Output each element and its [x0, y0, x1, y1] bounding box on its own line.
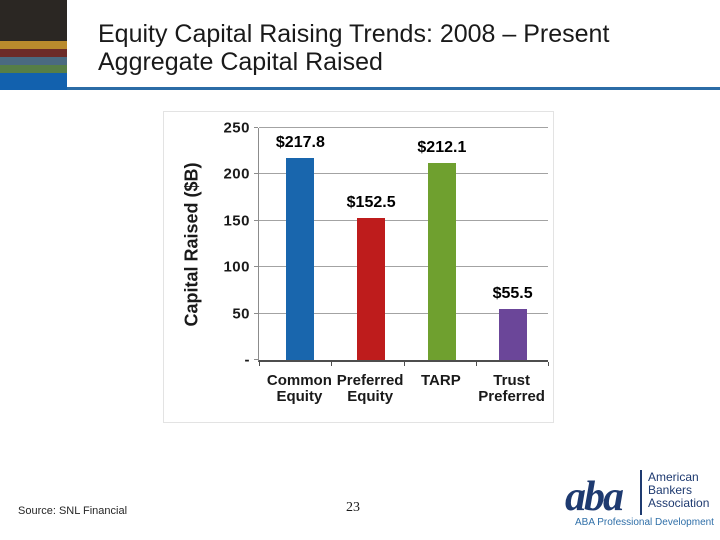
bar-preferred-equity	[357, 218, 386, 360]
x-tick-mark	[331, 362, 333, 366]
bar-column: $55.5	[477, 128, 548, 360]
bar-value-label: $217.8	[275, 133, 325, 151]
bar-tarp	[427, 163, 456, 360]
bar-column: $152.5	[336, 128, 407, 360]
page-number: 23	[346, 500, 360, 515]
edge-stripe-slate	[0, 57, 67, 65]
bar-value-label: $212.1	[417, 139, 467, 157]
edge-stripe-charcoal	[0, 0, 67, 41]
bar-value-label: $152.5	[346, 194, 396, 212]
slide-title-line1: Equity Capital Raising Trends: 2008 – Pr…	[98, 20, 610, 48]
bar-value-label: $55.5	[492, 284, 533, 302]
y-tick-mark	[254, 127, 258, 128]
y-tick-label: 100	[223, 258, 250, 276]
category-label: TARP	[421, 372, 461, 389]
gridline	[259, 312, 548, 314]
bar-common-equity	[286, 157, 315, 360]
y-tick-mark	[254, 219, 258, 221]
y-tick-label: 150	[223, 212, 250, 230]
bar-trust-preferred	[498, 308, 527, 360]
slide-title: Equity Capital Raising Trends: 2008 – Pr…	[98, 20, 609, 76]
y-tick-label: 50	[232, 305, 250, 323]
category-label: Common Equity	[266, 372, 332, 405]
x-tick-mark	[259, 362, 260, 366]
category-row: Common Equity Preferred Equity TARP Trust P…	[258, 373, 547, 405]
logo-org-line: Association	[648, 496, 710, 510]
y-tick-label: 250	[223, 119, 250, 137]
logo-tagline: ABA Professional Development	[575, 517, 714, 528]
category-label: Preferred Equity	[336, 372, 404, 405]
logo-org-line: Bankers	[648, 483, 693, 497]
category-label: Trust Preferred	[478, 372, 545, 405]
x-tick-mark	[403, 362, 405, 366]
y-tick-mark	[254, 359, 258, 360]
bars-row: $217.8 $152.5 $212.1 $55.5	[259, 128, 548, 360]
gridline	[259, 173, 548, 175]
gridline	[259, 266, 548, 268]
y-tick-label: -	[244, 351, 250, 369]
aba-monogram-text: aba	[565, 477, 623, 517]
y-tick-mark	[254, 266, 258, 268]
source-note: Source: SNL Financial	[18, 505, 128, 517]
title-rule	[67, 87, 720, 90]
bar-column: $212.1	[407, 128, 478, 360]
logo-org-name: American Bankers Association	[648, 471, 709, 510]
y-axis-title: Capital Raised ($B)	[181, 161, 202, 327]
gridline	[259, 127, 548, 128]
plot-area: - 50 100 150 200 250 $217.8 $152.5 $212.1 $55.5	[223, 120, 549, 369]
aba-monogram-icon: aba	[565, 477, 625, 517]
slide-title-line2: Aggregate Capital Raised	[98, 48, 383, 76]
x-tick-mark	[548, 362, 549, 366]
y-tick-label: 200	[223, 165, 250, 183]
bar-column: $217.8	[265, 128, 336, 360]
x-tick-mark	[475, 362, 477, 366]
logo-divider	[640, 470, 642, 515]
y-tick-mark	[254, 312, 258, 314]
bar-chart: Capital Raised ($B) - 50 100 150 200 250 $217.…	[163, 111, 554, 423]
edge-stripe-gold	[0, 41, 67, 49]
aba-logo: aba American Bankers Association ABA Pro…	[563, 465, 718, 535]
edge-stripe-blue	[0, 73, 67, 90]
y-axis-title-wrap: Capital Raised ($B)	[170, 128, 214, 360]
y-tick-mark	[254, 173, 258, 175]
edge-stripe-green	[0, 65, 67, 73]
edge-stripe-maroon	[0, 49, 67, 57]
logo-org-line: American	[648, 470, 699, 484]
gridline	[259, 219, 548, 221]
